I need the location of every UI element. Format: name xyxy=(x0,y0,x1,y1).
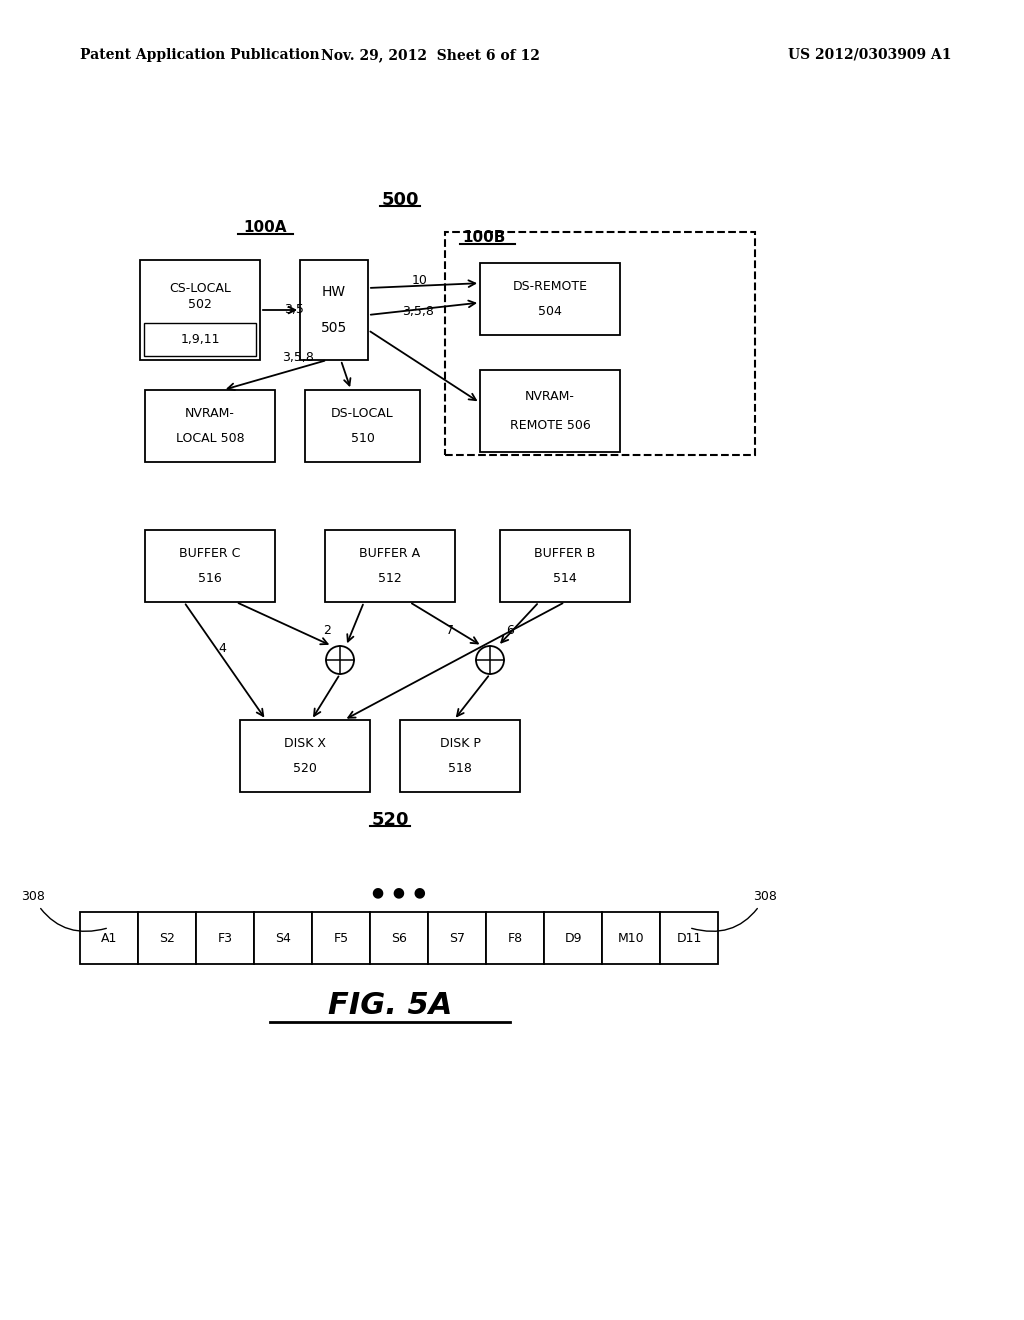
Text: 1,9,11: 1,9,11 xyxy=(180,333,220,346)
Text: S2: S2 xyxy=(159,932,175,945)
Text: 3,5: 3,5 xyxy=(284,304,304,317)
Bar xyxy=(480,370,620,451)
Text: 505: 505 xyxy=(321,321,347,335)
Text: 512: 512 xyxy=(378,573,401,586)
Bar xyxy=(325,531,455,602)
Text: 100B: 100B xyxy=(462,231,506,246)
Bar xyxy=(240,719,370,792)
Text: BUFFER B: BUFFER B xyxy=(535,546,596,560)
Text: ●  ●  ●: ● ● ● xyxy=(372,884,426,899)
Text: US 2012/0303909 A1: US 2012/0303909 A1 xyxy=(788,48,951,62)
Bar xyxy=(312,912,370,964)
Text: REMOTE 506: REMOTE 506 xyxy=(510,420,591,432)
Text: HW: HW xyxy=(322,285,346,300)
Bar xyxy=(138,912,196,964)
Text: Patent Application Publication: Patent Application Publication xyxy=(80,48,319,62)
Text: M10: M10 xyxy=(617,932,644,945)
Text: NVRAM-: NVRAM- xyxy=(185,407,234,420)
Text: 504: 504 xyxy=(538,305,562,318)
Text: FIG. 5A: FIG. 5A xyxy=(328,990,453,1019)
Bar xyxy=(145,389,275,462)
Text: S7: S7 xyxy=(449,932,465,945)
Bar xyxy=(305,389,420,462)
Text: 3,5,8: 3,5,8 xyxy=(282,351,314,364)
Text: 6: 6 xyxy=(506,623,514,636)
Text: F5: F5 xyxy=(334,932,348,945)
Bar xyxy=(400,719,520,792)
Text: S6: S6 xyxy=(391,932,407,945)
Text: A1: A1 xyxy=(100,932,117,945)
Text: D9: D9 xyxy=(564,932,582,945)
Text: 520: 520 xyxy=(372,810,409,829)
Text: 100A: 100A xyxy=(244,220,287,235)
Bar xyxy=(196,912,254,964)
Bar xyxy=(544,912,602,964)
Text: BUFFER A: BUFFER A xyxy=(359,546,421,560)
Text: F3: F3 xyxy=(217,932,232,945)
Bar xyxy=(140,260,260,360)
Bar xyxy=(370,912,428,964)
Text: 514: 514 xyxy=(553,573,577,586)
Text: 500: 500 xyxy=(381,191,419,209)
Bar xyxy=(300,260,368,360)
Text: NVRAM-: NVRAM- xyxy=(525,389,574,403)
Text: Nov. 29, 2012  Sheet 6 of 12: Nov. 29, 2012 Sheet 6 of 12 xyxy=(321,48,540,62)
Text: 10: 10 xyxy=(412,273,428,286)
Text: 516: 516 xyxy=(198,573,222,586)
Text: DISK X: DISK X xyxy=(284,737,326,750)
Text: 518: 518 xyxy=(449,763,472,775)
Text: 7: 7 xyxy=(446,623,454,636)
Text: 308: 308 xyxy=(22,891,106,932)
Bar xyxy=(80,912,138,964)
Bar xyxy=(486,912,544,964)
Bar xyxy=(144,323,256,356)
Text: 502: 502 xyxy=(188,297,212,310)
Text: 3,5,8: 3,5,8 xyxy=(402,305,434,318)
Bar xyxy=(660,912,718,964)
Text: DS-LOCAL: DS-LOCAL xyxy=(331,407,394,420)
Bar xyxy=(145,531,275,602)
Bar xyxy=(480,263,620,335)
Text: 4: 4 xyxy=(218,642,226,655)
Text: DISK P: DISK P xyxy=(439,737,480,750)
Bar xyxy=(428,912,486,964)
Bar xyxy=(500,531,630,602)
Text: S4: S4 xyxy=(275,932,291,945)
Text: F8: F8 xyxy=(508,932,522,945)
Bar xyxy=(254,912,312,964)
Text: 520: 520 xyxy=(293,763,317,775)
Text: 308: 308 xyxy=(691,891,777,932)
Text: BUFFER C: BUFFER C xyxy=(179,546,241,560)
Text: DS-REMOTE: DS-REMOTE xyxy=(512,280,588,293)
Text: CS-LOCAL: CS-LOCAL xyxy=(169,281,231,294)
Text: 2: 2 xyxy=(323,623,331,636)
Text: D11: D11 xyxy=(676,932,701,945)
Text: 510: 510 xyxy=(350,433,375,445)
Text: LOCAL 508: LOCAL 508 xyxy=(176,433,245,445)
Bar xyxy=(602,912,660,964)
Bar xyxy=(445,232,755,455)
